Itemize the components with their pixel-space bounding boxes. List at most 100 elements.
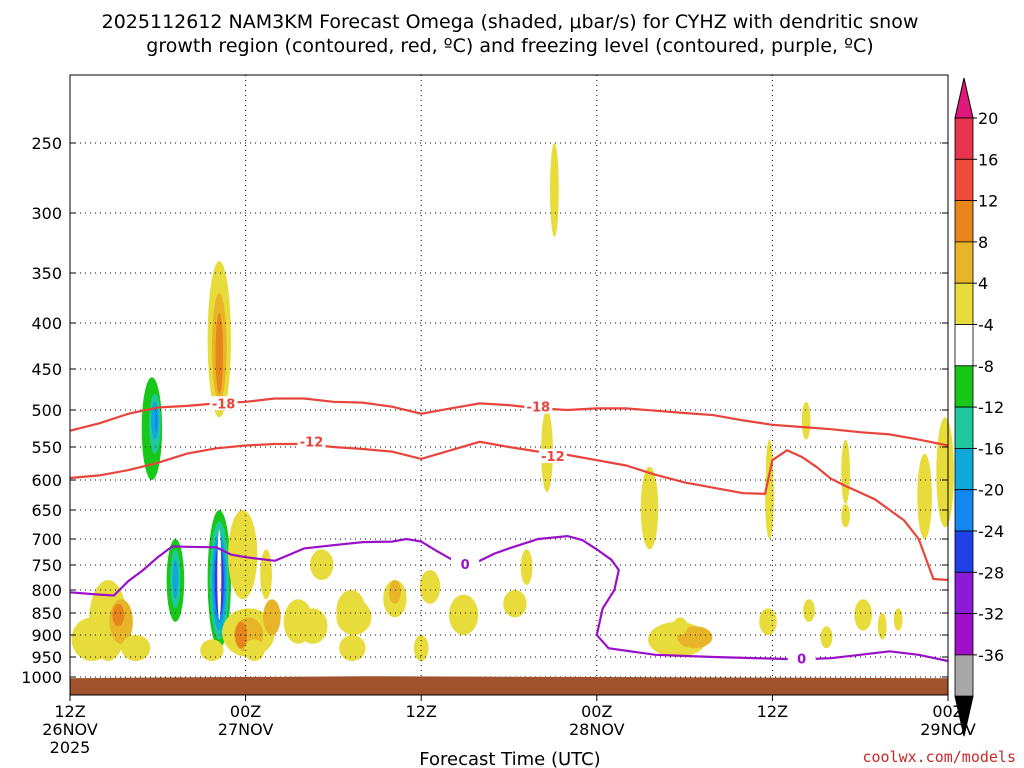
y-tick-label-1000: 1000: [21, 668, 62, 687]
colorbar-swatch-4: [954, 282, 974, 325]
contour-label-bg-dgz-minus-12-0: [297, 434, 326, 449]
omega-region-60: [520, 549, 533, 585]
colorbar-label-5: -4: [978, 316, 994, 335]
omega-region-59: [503, 590, 527, 618]
colorbar-label-11: -28: [978, 563, 1004, 582]
omega-region-44: [215, 313, 223, 394]
omega-region-68: [244, 639, 265, 661]
y-tick-label-600: 600: [31, 471, 62, 490]
colorbar-swatch-8: [954, 447, 974, 491]
contour-label-dgz-minus-12-0: -12: [300, 436, 324, 451]
colorbar-top-arrow: [954, 77, 974, 119]
x-tick-label-36-2: 28NOV: [569, 720, 625, 739]
omega-region-87: [936, 417, 954, 528]
x-tick-label-48-1: 12Z: [757, 702, 788, 721]
colorbar-swatch-3: [954, 241, 974, 284]
contour-label-freezing-level-0-1: 0: [797, 652, 806, 667]
contour-label-bg-dgz-minus-12-1: [538, 448, 567, 463]
omega-region-16: [770, 213, 783, 333]
y-tick-label-350: 350: [31, 264, 62, 283]
y-tick-label-700: 700: [31, 530, 62, 549]
x-axis-label: Forecast Time (UTC): [419, 749, 600, 768]
y-tick-label-300: 300: [31, 204, 62, 223]
omega-region-53: [298, 608, 328, 644]
colorbar-label-9: -20: [978, 481, 1004, 500]
omega-region-69: [339, 635, 366, 661]
colorbar-label-4: 4: [978, 274, 988, 293]
pressure-axis: 250 300 350 400 450 500 550 600 650 700 750 800 850 9…: [21, 134, 948, 687]
colorbar-label-13: -36: [978, 646, 1004, 665]
colorbar-swatch-2: [954, 200, 974, 243]
omega-region-23: [908, 617, 921, 653]
y-tick-label-800: 800: [31, 581, 62, 600]
ground-surface: [70, 676, 948, 695]
colorbar-bottom-arrow: [954, 695, 974, 737]
contour-dgz-minus-18: [69, 397, 949, 447]
omega-region-14: [604, 199, 610, 225]
colorbar-swatch-11: [954, 571, 974, 614]
x-tick-label-24-1: 12Z: [406, 702, 437, 721]
contour-label-dgz-minus-12-1: -12: [541, 450, 565, 465]
omega-region-24: [931, 549, 944, 627]
colorbar-label-10: -24: [978, 522, 1004, 541]
omega-region-1: [163, 136, 176, 318]
contour-label-dgz-minus-18-0: -18: [212, 397, 236, 412]
colorbar-swatch-10: [954, 530, 974, 573]
credit-link[interactable]: coolwx.com/models: [862, 748, 1016, 766]
colorbar-label-6: -8: [978, 357, 994, 376]
colorbar-swatch-7: [954, 406, 974, 449]
omega-region-66: [121, 635, 151, 661]
omega-region-49: [260, 549, 272, 600]
omega-colorbar: 20 16 12 8 4 -4 -8 -12 -16 -20 -24 -28 -32 -36: [954, 77, 1004, 737]
y-tick-label-650: 650: [31, 501, 62, 520]
y-tick-label-500: 500: [31, 401, 62, 420]
omega-region-9: [361, 377, 373, 440]
x-tick-label-0-1: 12Z: [54, 702, 85, 721]
omega-region-52: [310, 549, 334, 580]
omega-region-73: [640, 466, 659, 550]
omega-region-15: [705, 87, 720, 115]
omega-region-13: [532, 199, 542, 261]
omega-region-0: [175, 73, 193, 283]
omega-region-64: [112, 603, 125, 627]
x-tick-label-12-2: 27NOV: [218, 720, 274, 739]
y-tick-label-850: 850: [31, 604, 62, 623]
colorbar-swatch-13: [954, 654, 974, 697]
omega-region-65: [71, 617, 113, 661]
omega-region-2: [124, 267, 133, 351]
colorbar-label-7: -12: [978, 398, 1004, 417]
omega-region-3: [149, 318, 160, 369]
x-tick-label-12-1: 00Z: [230, 702, 261, 721]
omega-region-12: [506, 261, 521, 323]
omega-region-84: [841, 439, 850, 504]
omega-region-70: [413, 635, 429, 661]
omega-region-71: [550, 143, 559, 237]
omega-region-76: [672, 617, 688, 635]
omega-shading-layer: [71, 73, 954, 661]
colorbar-label-12: -32: [978, 605, 1004, 624]
omega-region-28: [154, 410, 158, 433]
terrain-ground-layer: [70, 676, 948, 695]
contour-label-bg-dgz-minus-18-0: [209, 396, 238, 411]
omega-region-77: [759, 608, 777, 635]
omega-region-11: [441, 273, 486, 454]
omega-region-19: [825, 539, 834, 604]
omega-region-75: [677, 626, 713, 649]
omega-region-78: [820, 626, 833, 649]
colorbar-label-3: 8: [978, 233, 988, 252]
chart-title-line-1: 2025112612 NAM3KM Forecast Omega (shaded…: [102, 11, 919, 33]
omega-region-82: [877, 613, 887, 640]
omega-region-85: [841, 504, 850, 528]
omega-region-79: [803, 599, 815, 622]
colorbar-swatch-6: [954, 365, 974, 408]
y-tick-label-750: 750: [31, 556, 62, 575]
omega-region-21: [905, 447, 918, 504]
omega-region-5: [105, 385, 132, 539]
omega-region-80: [801, 401, 811, 440]
colorbar-label-2: 12: [978, 192, 998, 211]
omega-region-86: [917, 453, 932, 539]
omega-region-57: [419, 570, 441, 604]
y-tick-label-250: 250: [31, 134, 62, 153]
